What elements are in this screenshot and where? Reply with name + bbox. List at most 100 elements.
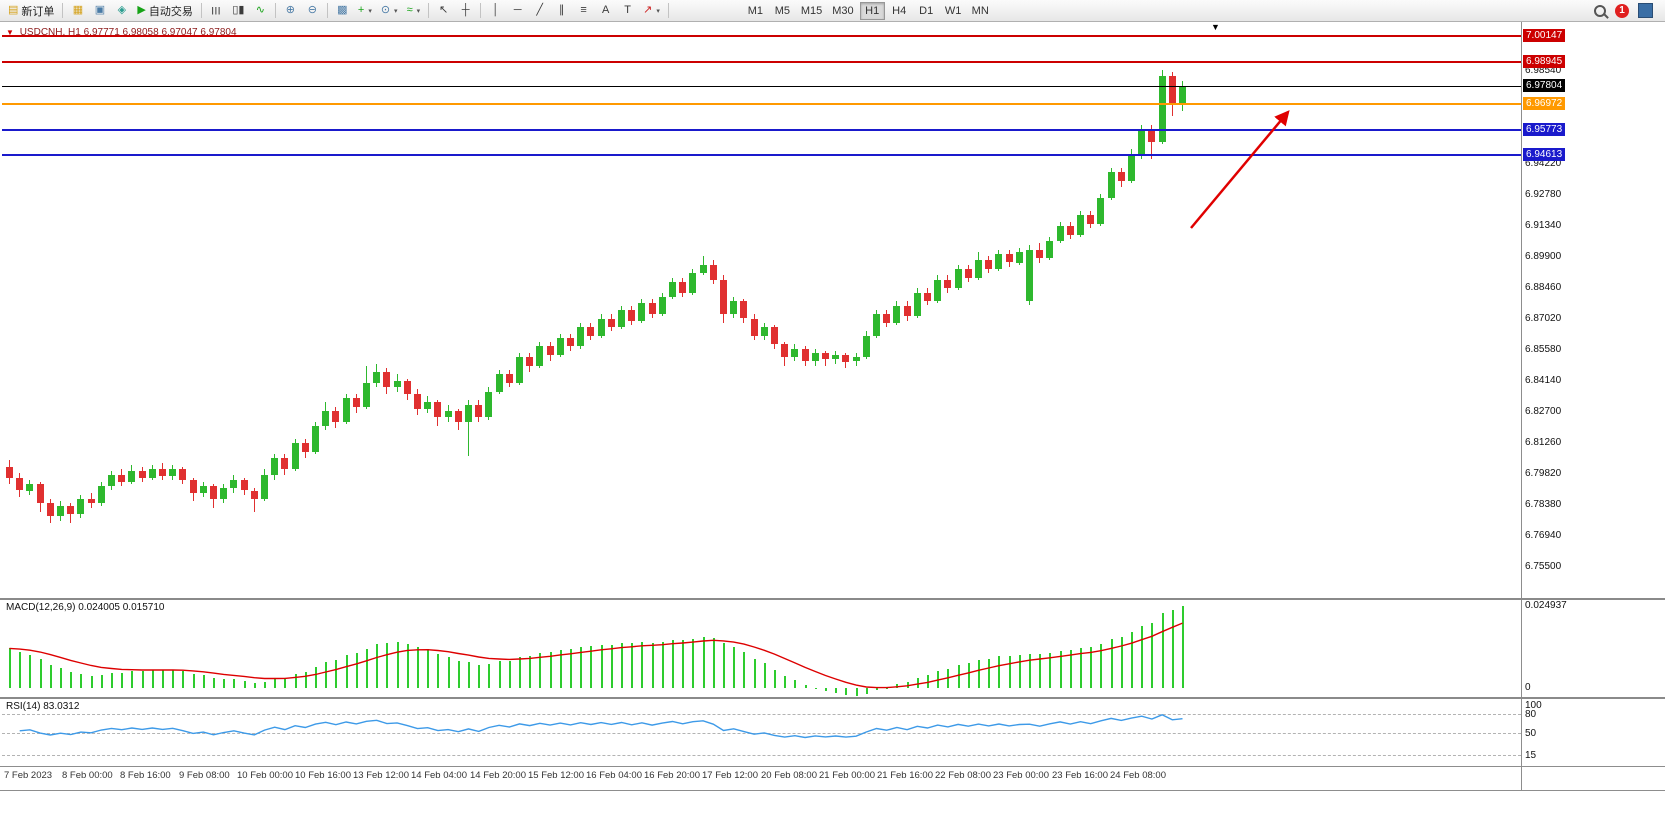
candle-body — [36, 484, 44, 504]
macd-histogram-bar — [723, 643, 725, 688]
macd-histogram-bar — [1029, 653, 1031, 688]
horizontal-price-line[interactable] — [2, 85, 1521, 87]
zoom-in-button[interactable]: ⊕ — [280, 1, 301, 20]
time-axis-label: 15 Feb 12:00 — [528, 770, 584, 781]
trendline-icon: ╱ — [536, 4, 543, 16]
macd-scale-max-label: 0.024937 — [1525, 600, 1567, 611]
horizontal-line-icon: ─ — [513, 4, 522, 16]
market-watch-button[interactable]: ▦ — [67, 1, 88, 20]
chart-plot[interactable] — [2, 23, 1521, 766]
macd-histogram-bar — [80, 673, 83, 688]
timeframe-button-m30[interactable]: M30 — [832, 4, 854, 17]
horizontal-line-button[interactable]: ─ — [507, 1, 528, 20]
chart-shift-marker-icon[interactable]: ▼ — [1211, 22, 1220, 32]
macd-histogram-bar — [876, 688, 878, 690]
candle-body — [505, 374, 513, 383]
crosshair-button[interactable]: ┼ — [455, 1, 476, 20]
label-tool-button[interactable]: T — [617, 1, 638, 20]
macd-histogram-bar — [631, 643, 634, 688]
macd-histogram-bar — [141, 671, 144, 688]
trendline-button[interactable]: ╱ — [529, 1, 550, 20]
horizontal-price-line[interactable] — [2, 34, 1521, 37]
candle-body — [199, 486, 207, 493]
data-window-button[interactable]: ▣ — [89, 1, 110, 20]
new-order-button[interactable]: ▤ 新订单 — [4, 1, 58, 20]
tile-windows-button[interactable]: ▩ — [332, 1, 353, 20]
timeframe-button-h1[interactable]: H1 — [859, 1, 885, 20]
candle-body — [730, 301, 738, 315]
cursor-button[interactable]: ↖ — [433, 1, 454, 20]
macd-histogram-bar — [172, 669, 175, 688]
candle-body — [261, 475, 268, 500]
timeframe-button-mn[interactable]: MN — [971, 4, 989, 17]
macd-histogram-bar — [804, 685, 807, 688]
price-scale-label: 6.87020 — [1525, 313, 1562, 324]
time-axis-label: 21 Feb 16:00 — [877, 770, 933, 781]
chart-ohlc: 6.97771 6.98058 6.97047 6.97804 — [83, 27, 237, 38]
macd-histogram-bar — [90, 675, 93, 688]
horizontal-price-line[interactable] — [2, 153, 1521, 156]
line-chart-button[interactable]: ∿ — [250, 1, 271, 20]
candle-body — [679, 281, 687, 293]
macd-histogram-bar — [661, 642, 664, 688]
macd-histogram-bar — [1018, 654, 1021, 688]
macd-histogram-bar — [906, 681, 909, 688]
window-bottom-border — [0, 790, 1665, 791]
toolbar-separator — [274, 3, 276, 18]
fibonacci-icon: ≡ — [580, 4, 587, 16]
timeframe-button-w1[interactable]: W1 — [944, 4, 962, 17]
macd-histogram-bar — [1008, 655, 1011, 688]
new-chart-button[interactable]: + ▾ — [354, 1, 376, 20]
navigator-button[interactable]: ◈ — [111, 1, 132, 20]
toolbar-separator — [200, 3, 202, 18]
candle-body — [108, 475, 115, 487]
autotrading-button[interactable]: ▶ 自动交易 — [133, 1, 196, 20]
macd-histogram-bar — [478, 664, 481, 688]
timeframe-button-d1[interactable]: D1 — [919, 4, 934, 17]
period-button[interactable]: ⊙ ▾ — [377, 1, 402, 20]
candle-body — [495, 374, 503, 392]
timeframe-button-m15[interactable]: M15 — [800, 4, 823, 17]
macd-histogram-bar — [315, 667, 317, 688]
alert-badge[interactable]: 1 — [1615, 3, 1629, 18]
horizontal-price-line[interactable] — [2, 128, 1521, 131]
candle-body — [587, 327, 595, 336]
candle-body — [230, 479, 238, 489]
macd-histogram-bar — [570, 649, 572, 688]
bar-chart-button[interactable]: ||| — [206, 1, 227, 20]
macd-histogram-bar — [274, 678, 277, 688]
arrows-tool-button[interactable]: ↗ ▾ — [639, 1, 664, 20]
cursor-icon: ↖ — [439, 4, 449, 16]
timeframe-button-m1[interactable]: M1 — [747, 4, 763, 17]
candlestick-button[interactable]: ▯▮ — [228, 1, 249, 20]
macd-histogram-bar — [621, 642, 623, 688]
macd-histogram-bar — [162, 670, 164, 688]
macd-histogram-bar — [243, 680, 246, 688]
search-icon[interactable] — [1594, 4, 1606, 17]
candle-body — [6, 466, 13, 478]
horizontal-price-line[interactable] — [2, 60, 1521, 63]
candle-body — [485, 391, 493, 418]
channel-button[interactable]: ∥ — [551, 1, 572, 20]
price-scale-label: 6.91340 — [1525, 220, 1562, 232]
panel-splitter[interactable] — [0, 598, 1665, 600]
horizontal-price-line[interactable] — [2, 103, 1521, 105]
vertical-line-button[interactable]: │ — [485, 1, 506, 20]
timeframe-button-m5[interactable]: M5 — [774, 4, 790, 17]
candle-body — [322, 410, 330, 426]
panel-splitter[interactable] — [0, 697, 1665, 699]
indicators-button[interactable]: ≈ ▾ — [403, 1, 425, 20]
macd-histogram-bar — [49, 665, 52, 688]
text-tool-button[interactable]: A — [595, 1, 616, 20]
chevron-down-icon: ▾ — [394, 7, 398, 15]
macd-histogram-bar — [213, 678, 215, 688]
fibonacci-button[interactable]: ≡ — [573, 1, 594, 20]
text-icon: A — [601, 4, 610, 16]
timeframe-button-h4[interactable]: H4 — [892, 4, 907, 17]
price-scale-label: 6.78380 — [1525, 498, 1562, 510]
zoom-out-button[interactable]: ⊖ — [302, 1, 323, 20]
macd-histogram-bar — [131, 671, 134, 688]
status-icon[interactable] — [1638, 3, 1653, 18]
price-badge: 6.97804 — [1523, 79, 1566, 93]
macd-histogram-bar — [1151, 623, 1154, 688]
